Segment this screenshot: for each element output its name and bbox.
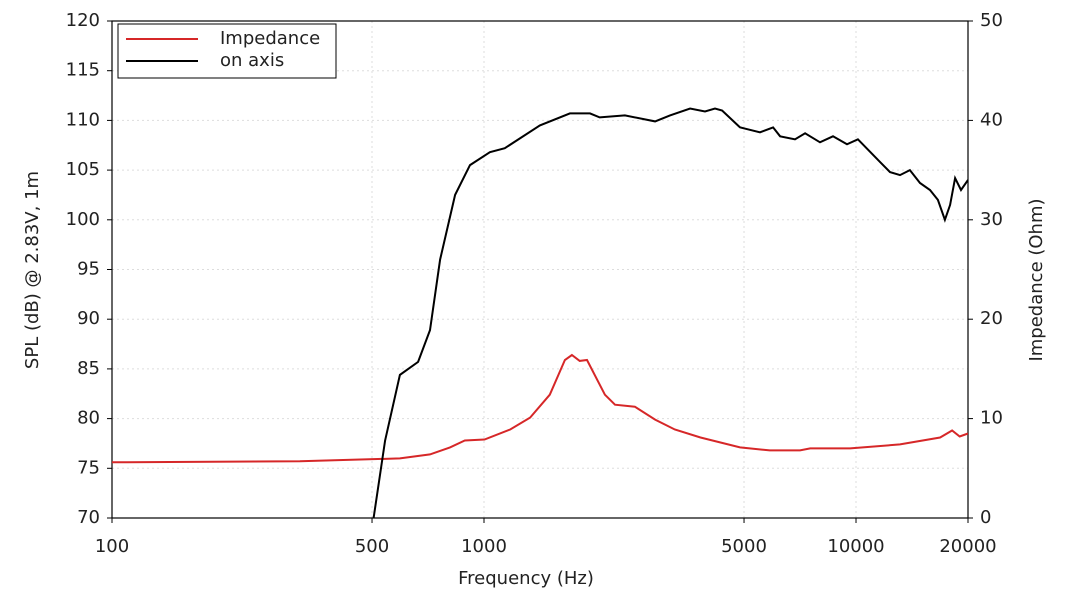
y-tick-label: 95 bbox=[77, 259, 100, 280]
y-tick-label: 90 bbox=[77, 308, 100, 329]
y2-tick-label: 40 bbox=[980, 109, 1003, 130]
y-tick-label: 120 bbox=[66, 10, 100, 31]
x-tick-label: 5000 bbox=[721, 536, 767, 557]
y-tick-label: 110 bbox=[66, 109, 100, 130]
y-tick-label: 100 bbox=[66, 209, 100, 230]
plot-frame bbox=[111, 20, 969, 519]
y2-tick-label: 20 bbox=[980, 308, 1003, 329]
x-tick-label: 500 bbox=[355, 536, 389, 557]
y2-tick-label: 0 bbox=[980, 507, 991, 528]
y-tick-label: 80 bbox=[77, 408, 100, 429]
y-tick-label: 75 bbox=[77, 457, 100, 478]
x-tick-label: 20000 bbox=[939, 536, 996, 557]
y-tick-label: 85 bbox=[77, 358, 100, 379]
legend-box bbox=[117, 23, 337, 79]
x-tick-label: 10000 bbox=[827, 536, 884, 557]
y2-tick-label: 50 bbox=[980, 10, 1003, 31]
y-tick-label: 105 bbox=[66, 159, 100, 180]
y2-axis-label: Impedance (Ohm) bbox=[1026, 198, 1047, 361]
legend-label: Impedance bbox=[220, 28, 320, 49]
legend-label: on axis bbox=[220, 50, 284, 71]
line-series bbox=[112, 353, 968, 464]
y-tick-label: 70 bbox=[77, 507, 100, 528]
y-tick-label: 115 bbox=[66, 60, 100, 81]
x-tick-label: 1000 bbox=[461, 536, 507, 557]
line-series bbox=[372, 107, 968, 518]
y2-tick-label: 30 bbox=[980, 209, 1003, 230]
x-axis-label: Frequency (Hz) bbox=[458, 568, 594, 589]
x-tick-label: 100 bbox=[95, 536, 129, 557]
y2-tick-label: 10 bbox=[980, 408, 1003, 429]
y-axis-label: SPL (dB) @ 2.83V, 1m bbox=[22, 171, 43, 369]
